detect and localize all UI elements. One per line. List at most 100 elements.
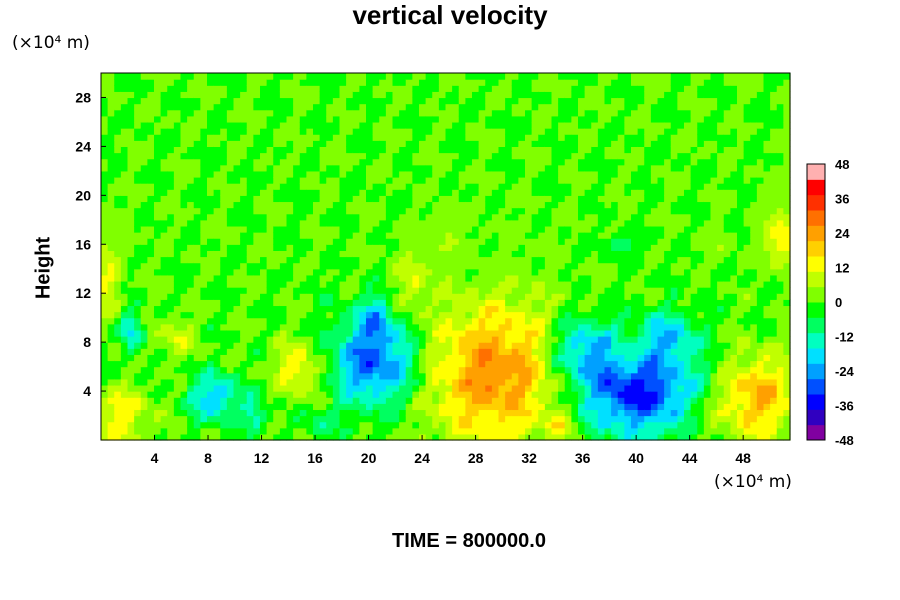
heatmap-cell [339,109,347,117]
heatmap-cell [458,152,466,160]
heatmap-cell [253,225,261,233]
heatmap-cell [604,305,612,313]
heatmap-cell [412,305,420,313]
heatmap-cell [485,213,493,221]
heatmap-cell [452,287,460,294]
heatmap-cell [392,397,400,404]
heatmap-cell [511,317,519,325]
heatmap-cell [286,427,294,435]
heatmap-cell [498,73,506,80]
heatmap-cell [293,238,301,245]
heatmap-cell [167,421,175,429]
heatmap-cell [167,317,175,325]
heatmap-cell [120,146,129,154]
heatmap-cell [611,336,619,343]
heatmap-cell [617,348,625,355]
heatmap-cell [551,164,559,172]
heatmap-cell [591,158,599,166]
heatmap-cell [226,403,235,411]
heatmap-cell [650,433,659,441]
heatmap-cell [432,397,440,404]
heatmap-cell [233,403,241,411]
heatmap-cell [544,409,553,417]
heatmap-cell [491,244,500,251]
heatmap-cell [511,348,519,355]
heatmap-cell [220,250,228,258]
heatmap-cell [518,366,526,374]
heatmap-cell [538,348,546,355]
heatmap-cell [260,115,268,123]
heatmap-cell [299,299,307,307]
heatmap-cell [405,109,413,117]
heatmap-cell [299,305,307,313]
heatmap-cell [273,158,281,166]
heatmap-cell [611,183,619,190]
heatmap-cell [611,244,619,251]
heatmap-cell [505,384,513,392]
heatmap-cell [518,219,526,227]
heatmap-cell [260,305,268,313]
heatmap-cell [220,360,228,368]
heatmap-cell [419,176,427,184]
heatmap-cell [485,97,493,105]
heatmap-cell [160,158,168,166]
heatmap-cell [253,348,261,355]
heatmap-cell [419,140,427,147]
heatmap-cell [134,354,142,362]
heatmap-cell [472,109,480,117]
heatmap-cell [293,427,301,435]
heatmap-cell [346,213,354,221]
heatmap-cell [134,109,142,117]
heatmap-cell [147,176,155,184]
heatmap-cell [306,176,314,184]
heatmap-cell [366,403,374,411]
heatmap-cell [167,336,175,343]
heatmap-cell [650,366,659,374]
heatmap-cell [279,79,288,86]
heatmap-cell [405,103,413,111]
heatmap-cell [193,397,201,404]
heatmap-cell [505,293,513,300]
heatmap-cell [233,232,241,239]
heatmap-cell [332,134,341,141]
heatmap-cell [127,152,135,160]
heatmap-cell [299,274,307,282]
heatmap-cell [419,391,427,398]
heatmap-cell [253,79,261,86]
heatmap-cell [173,378,182,386]
heatmap-cell [399,354,407,362]
heatmap-cell [445,348,453,355]
heatmap-cell [147,336,155,343]
heatmap-cell [134,256,142,264]
heatmap-cell [505,415,513,423]
heatmap-cell [120,250,129,258]
heatmap-cell [359,140,367,147]
heatmap-cell [233,189,241,196]
heatmap-cell [286,287,294,294]
heatmap-cell [167,268,175,276]
heatmap-cell [127,256,135,264]
heatmap-cell [485,85,493,92]
heatmap-cell [246,176,254,184]
heatmap-cell [518,354,526,362]
heatmap-cell [485,244,493,251]
heatmap-cell [624,219,632,227]
heatmap-cell [419,146,427,154]
heatmap-cell [134,207,142,215]
heatmap-cell [465,299,473,307]
heatmap-cell [505,317,513,325]
heatmap-cell [591,97,599,105]
heatmap-cell [167,403,175,411]
heatmap-cell [571,213,579,221]
heatmap-cell [160,299,168,307]
heatmap-cell [240,103,248,111]
heatmap-cell [591,128,599,135]
heatmap-cell [127,427,135,435]
heatmap-cell [352,146,360,154]
heatmap-cell [101,213,109,221]
heatmap-cell [120,293,129,300]
heatmap-cell [154,158,162,166]
heatmap-cell [120,91,129,99]
heatmap-cell [313,366,321,374]
heatmap-cell [220,268,228,276]
